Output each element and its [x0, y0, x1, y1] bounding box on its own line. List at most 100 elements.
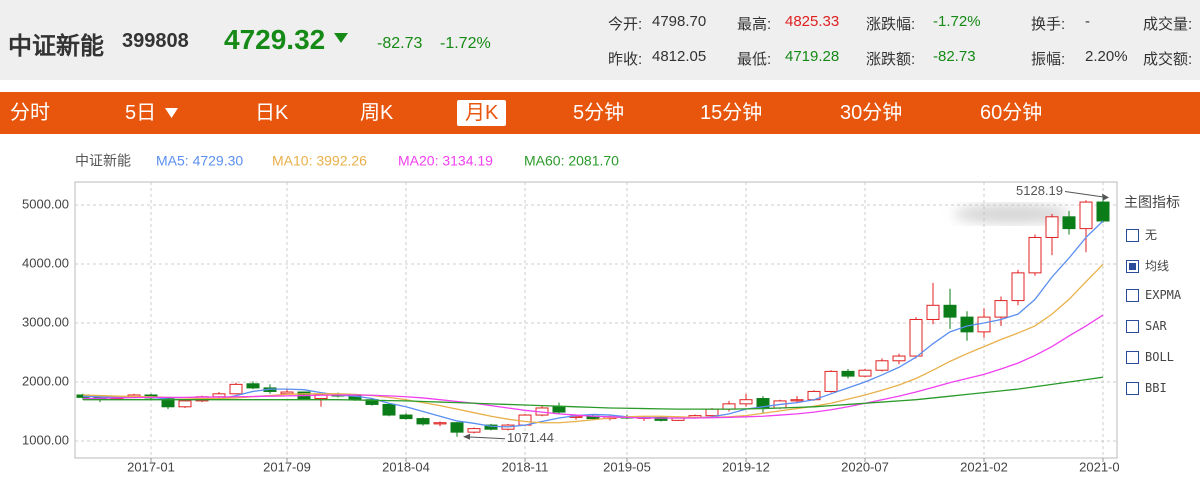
- dropdown-caret[interactable]: [165, 108, 178, 118]
- tab[interactable]: 60分钟: [980, 102, 1043, 124]
- legend-entry: MA10: 3992.26: [272, 153, 367, 169]
- y-tick-label: 3000.00: [22, 314, 69, 329]
- checkbox[interactable]: [1126, 260, 1139, 273]
- arrowhead: [463, 433, 470, 440]
- stat-value: 2.20%: [1085, 48, 1128, 65]
- x-tick-label: 2017-01: [127, 459, 175, 474]
- checkbox[interactable]: [1126, 382, 1139, 395]
- period-tabs: 分时 5日 日K 周K 月K 5分钟 15分钟 30分钟 60分钟: [0, 92, 1200, 134]
- option-label: EXPMA: [1145, 288, 1182, 302]
- stat-label: 涨跌幅:: [866, 16, 916, 33]
- candle-body: [467, 428, 481, 433]
- stat-value: 4798.70: [652, 13, 707, 30]
- checkbox[interactable]: [1126, 351, 1139, 364]
- y-tick-label: 4000.00: [22, 255, 69, 270]
- candle-body: [229, 383, 243, 395]
- tab[interactable]: 分时: [10, 102, 50, 124]
- indicator-option[interactable]: 均线: [1126, 257, 1169, 274]
- legend-entry: MA5: 4729.30: [156, 153, 243, 169]
- stat-value: -: [1085, 13, 1090, 30]
- indicator-option[interactable]: SAR: [1126, 319, 1167, 333]
- candle-body: [977, 316, 991, 333]
- stat-label: 成交量:: [1143, 16, 1193, 33]
- high-annotation: 5128.19: [1016, 183, 1063, 198]
- stat-label: 最高:: [737, 16, 772, 33]
- tab[interactable]: 月K: [457, 100, 507, 126]
- checkbox[interactable]: [1126, 289, 1139, 302]
- candle-body: [841, 370, 855, 377]
- x-tick-label: 2019-12: [722, 459, 770, 474]
- checkbox[interactable]: [1126, 320, 1139, 333]
- option-label: SAR: [1145, 319, 1167, 333]
- option-label: 无: [1145, 228, 1158, 242]
- candle-body: [399, 414, 413, 420]
- x-tick-label: 2020-07: [841, 459, 889, 474]
- candle-body: [875, 360, 889, 371]
- tab[interactable]: 5日: [125, 102, 157, 124]
- change-pct: -1.72%: [440, 35, 491, 52]
- annotation-arrow: [464, 436, 506, 440]
- candle-body: [1011, 272, 1025, 302]
- candle-body: [1045, 216, 1059, 238]
- tab[interactable]: 15分钟: [700, 102, 763, 124]
- indicator-option[interactable]: EXPMA: [1126, 288, 1181, 302]
- x-tick-label: 2019-05: [603, 459, 651, 474]
- ma-line: [82, 314, 1104, 419]
- candle-body: [739, 399, 753, 405]
- candle-body: [280, 391, 294, 395]
- indicator-option[interactable]: BBI: [1126, 381, 1167, 395]
- indicator-option[interactable]: 无: [1126, 226, 1157, 243]
- index-name: 中证新能: [8, 33, 104, 60]
- candle-body: [178, 400, 192, 408]
- stat-label: 成交额:: [1143, 51, 1193, 68]
- candle-body: [926, 304, 940, 320]
- chart: 5000.00 4000.00 3000.00 2000.00 1000.00 2017-…: [22, 153, 1120, 475]
- x-tick-label: 2017-09: [263, 459, 311, 474]
- price: 4729.32: [224, 24, 326, 55]
- index-code: 399808: [122, 30, 189, 52]
- stat-value: 4825.33: [785, 13, 840, 30]
- candle-body: [450, 422, 464, 433]
- candle-body: [1062, 216, 1076, 230]
- candle-body: [892, 355, 906, 362]
- panel-title: 主图指标: [1124, 194, 1180, 210]
- candle-body: [1028, 236, 1042, 274]
- candle-body: [212, 393, 226, 398]
- low-annotation: 1071.44: [507, 430, 554, 445]
- stat-value: -82.73: [933, 48, 976, 65]
- candle-body: [382, 403, 396, 416]
- indicator-option[interactable]: BOLL: [1126, 350, 1174, 364]
- candle-body: [858, 369, 872, 377]
- candle-body: [943, 304, 957, 318]
- candle-body: [246, 383, 260, 389]
- stat-label: 振幅:: [1031, 51, 1066, 68]
- tab[interactable]: 5分钟: [573, 102, 625, 124]
- stat-label: 昨收:: [608, 51, 643, 68]
- candle-body: [722, 403, 736, 410]
- y-tick-label: 1000.00: [22, 432, 69, 447]
- candle-body: [705, 408, 719, 417]
- legend-title: 中证新能: [75, 153, 131, 169]
- checkbox[interactable]: [1126, 229, 1139, 242]
- ma-line: [83, 376, 1104, 410]
- y-tick-label: 5000.00: [22, 196, 69, 211]
- arrowhead: [1102, 193, 1109, 201]
- option-label: 均线: [1145, 259, 1170, 273]
- candle-body: [1079, 201, 1093, 230]
- candle-body: [416, 418, 430, 425]
- stat-label: 最低:: [737, 51, 772, 68]
- y-tick-label: 2000.00: [22, 373, 69, 388]
- stat-value: 4719.28: [785, 48, 840, 65]
- down-arrow: [334, 33, 348, 43]
- tab[interactable]: 日K: [255, 102, 289, 124]
- tab[interactable]: 30分钟: [840, 102, 903, 124]
- stat-value: 4812.05: [652, 48, 707, 65]
- candle-body: [484, 424, 498, 430]
- x-tick-label: 2021-02: [960, 459, 1008, 474]
- option-label: BBI: [1145, 381, 1167, 395]
- ma-line: [82, 264, 1104, 424]
- candle-body: [790, 399, 804, 402]
- legend-entry: MA20: 3134.19: [398, 153, 493, 169]
- tab[interactable]: 周K: [360, 102, 394, 124]
- candle-body: [552, 406, 566, 413]
